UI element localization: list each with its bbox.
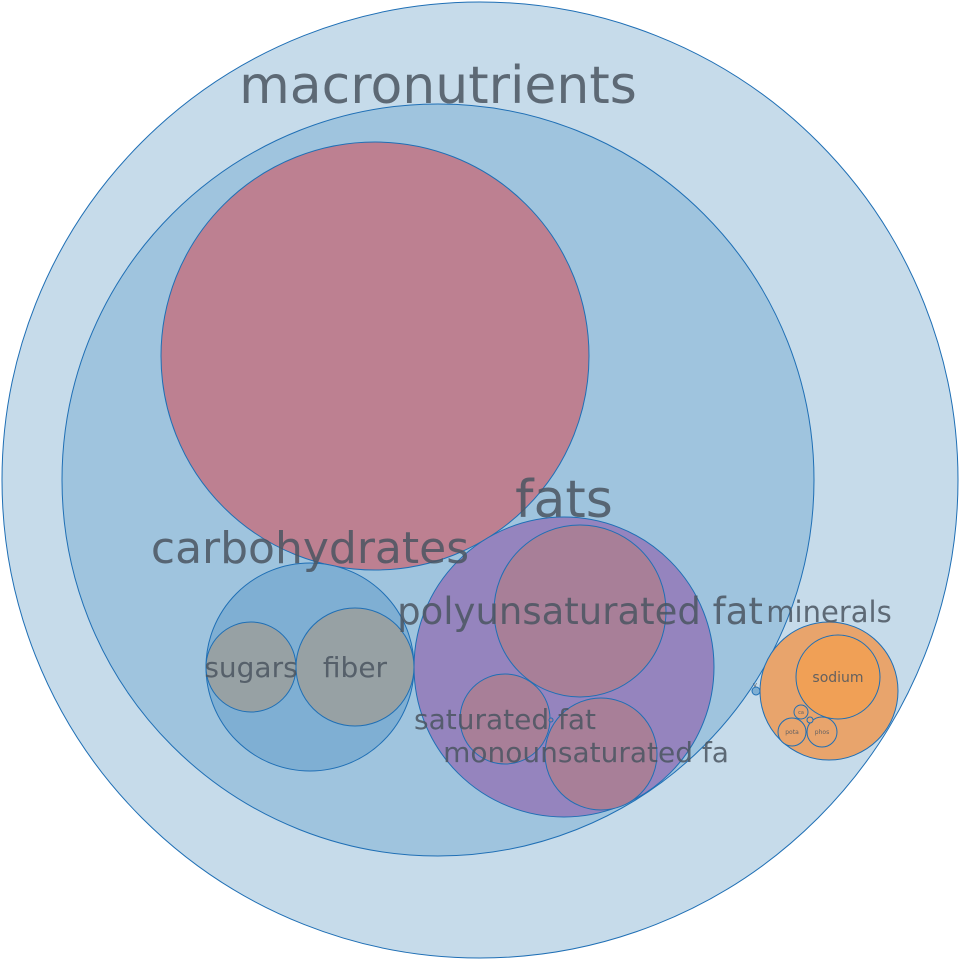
tiny-v-bubble — [751, 686, 761, 696]
small-fat-dot — [548, 717, 554, 723]
pota-bubble — [777, 717, 807, 747]
saturated-fat-label: saturated fat — [414, 703, 596, 736]
macronutrients-label: macronutrients — [239, 56, 637, 116]
polyunsaturated-fat-bubble — [493, 524, 667, 698]
tiny-mineral-dot — [806, 716, 814, 724]
minerals-label: minerals — [766, 595, 891, 629]
ca-bubble — [793, 704, 809, 720]
v-label: v — [753, 681, 757, 689]
sodium-label: sodium — [812, 670, 863, 686]
carbohydrates-label: carbohydrates — [151, 523, 469, 574]
ca-label: ca — [798, 710, 804, 716]
fats-label: fats — [515, 470, 613, 530]
fiber-label: fiber — [323, 651, 388, 684]
polyunsaturated-fat-label: polyunsaturated fat — [397, 590, 763, 633]
phos-bubble — [806, 716, 838, 748]
large-unlabeled-bubble — [160, 141, 590, 571]
sodium-bubble — [795, 634, 881, 720]
sugars-label: sugars — [204, 651, 297, 684]
pota-label: pota — [785, 729, 799, 736]
monounsaturated-fat-bubble — [544, 697, 658, 811]
phos-label: phos — [815, 729, 829, 736]
monounsaturated-fat-label: monounsaturated fa — [443, 736, 729, 769]
